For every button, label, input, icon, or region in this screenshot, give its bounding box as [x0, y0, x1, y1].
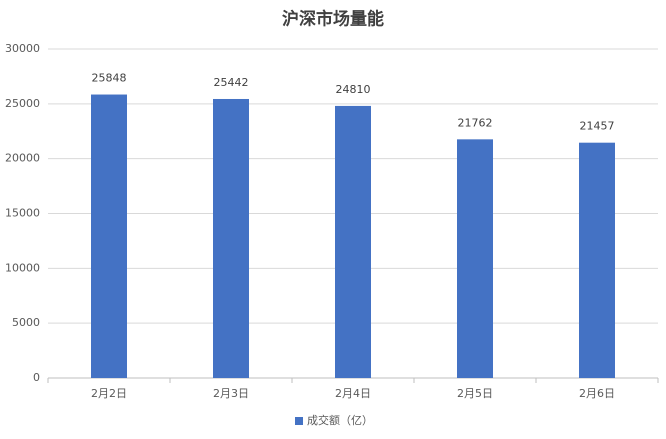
- x-tick-label: 2月6日: [579, 387, 615, 400]
- y-tick-label: 30000: [5, 42, 40, 55]
- legend-label: 成交额（亿）: [307, 413, 373, 427]
- x-tick-label: 2月3日: [213, 387, 249, 400]
- data-label: 21762: [458, 116, 493, 129]
- y-tick-label: 5000: [12, 316, 40, 329]
- y-tick-label: 15000: [5, 207, 40, 220]
- data-label: 21457: [580, 120, 615, 133]
- bar: [335, 105, 371, 379]
- bar: [457, 139, 493, 378]
- data-label: 25442: [214, 76, 249, 89]
- chart-title: 沪深市场量能: [282, 9, 384, 30]
- x-tick-label: 2月4日: [335, 387, 371, 400]
- bar: [579, 142, 615, 378]
- y-tick-label: 25000: [5, 97, 40, 110]
- bar: [213, 98, 249, 378]
- y-tick-label: 20000: [5, 152, 40, 165]
- data-label: 24810: [336, 83, 371, 96]
- legend-swatch: [295, 417, 303, 425]
- y-tick-label: 0: [33, 371, 40, 384]
- data-label: 25848: [92, 72, 127, 85]
- x-tick-label: 2月2日: [91, 387, 127, 400]
- bar: [91, 94, 127, 378]
- x-tick-label: 2月5日: [457, 387, 493, 400]
- y-tick-label: 10000: [5, 261, 40, 274]
